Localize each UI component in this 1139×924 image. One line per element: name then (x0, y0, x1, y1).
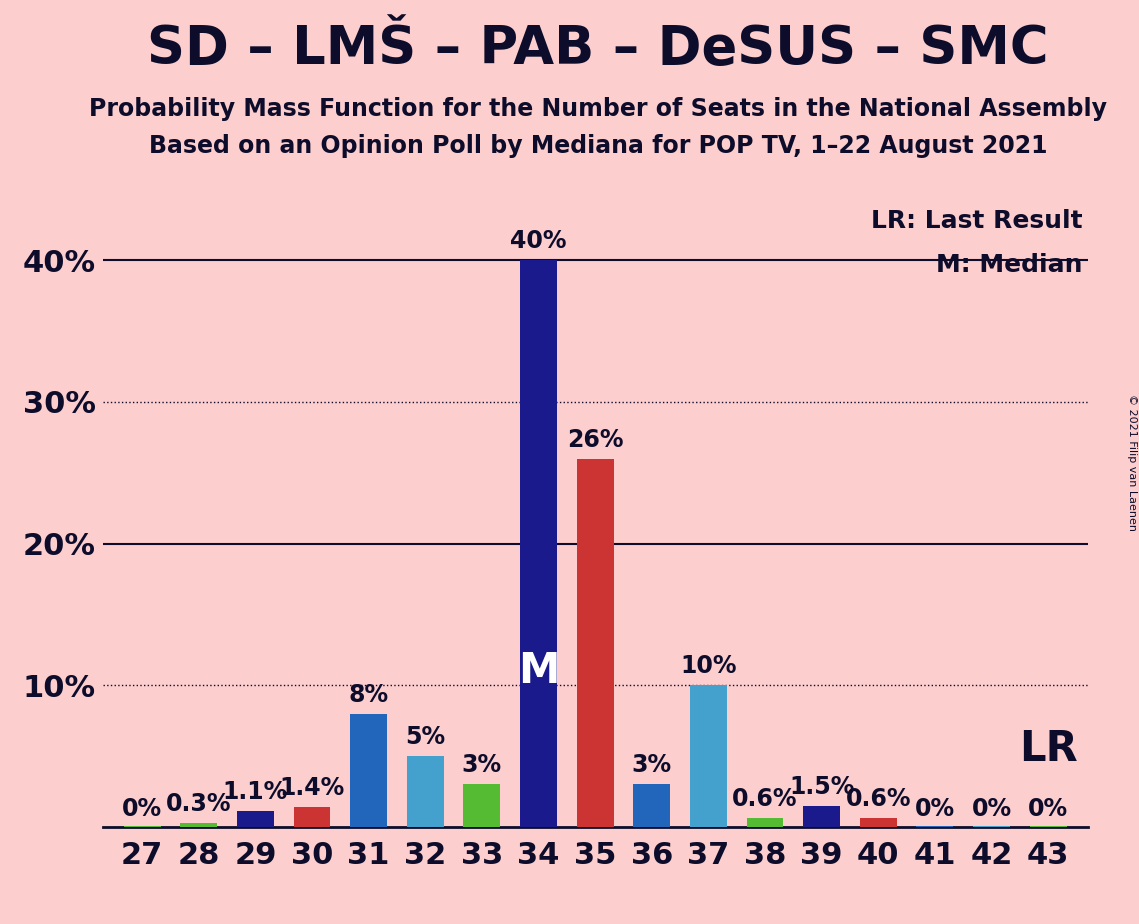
Text: © 2021 Filip van Laenen: © 2021 Filip van Laenen (1126, 394, 1137, 530)
Text: 5%: 5% (405, 725, 445, 749)
Text: SD – LMŠ – PAB – DeSUS – SMC: SD – LMŠ – PAB – DeSUS – SMC (147, 23, 1049, 75)
Text: LR: Last Result: LR: Last Result (871, 209, 1083, 233)
Text: 0%: 0% (972, 797, 1011, 821)
Text: 0.3%: 0.3% (166, 792, 231, 816)
Text: 3%: 3% (632, 753, 672, 777)
Bar (407, 756, 444, 827)
Text: 0%: 0% (1029, 797, 1068, 821)
Bar (294, 808, 330, 827)
Bar (464, 784, 500, 827)
Text: 40%: 40% (510, 229, 567, 253)
Bar (350, 713, 387, 827)
Bar (521, 261, 557, 827)
Text: Probability Mass Function for the Number of Seats in the National Assembly: Probability Mass Function for the Number… (89, 97, 1107, 121)
Text: 1.1%: 1.1% (223, 780, 288, 804)
Text: 26%: 26% (567, 428, 623, 452)
Text: LR: LR (1018, 728, 1077, 770)
Bar (803, 806, 841, 827)
Text: 1.4%: 1.4% (279, 776, 345, 800)
Bar (690, 686, 727, 827)
Text: M: Median: M: Median (936, 253, 1083, 277)
Text: Based on an Opinion Poll by Mediana for POP TV, 1–22 August 2021: Based on an Opinion Poll by Mediana for … (149, 134, 1047, 158)
Bar (237, 811, 273, 827)
Bar (860, 819, 896, 827)
Text: 0%: 0% (122, 797, 162, 821)
Text: 0.6%: 0.6% (732, 787, 797, 811)
Text: 3%: 3% (461, 753, 502, 777)
Text: M: M (518, 650, 559, 692)
Text: 10%: 10% (680, 654, 737, 678)
Text: 8%: 8% (349, 683, 388, 707)
Bar (180, 822, 218, 827)
Text: 1.5%: 1.5% (789, 774, 854, 798)
Text: 0%: 0% (915, 797, 954, 821)
Bar (633, 784, 670, 827)
Text: 0.6%: 0.6% (845, 787, 911, 811)
Bar (576, 458, 614, 827)
Bar (746, 819, 784, 827)
